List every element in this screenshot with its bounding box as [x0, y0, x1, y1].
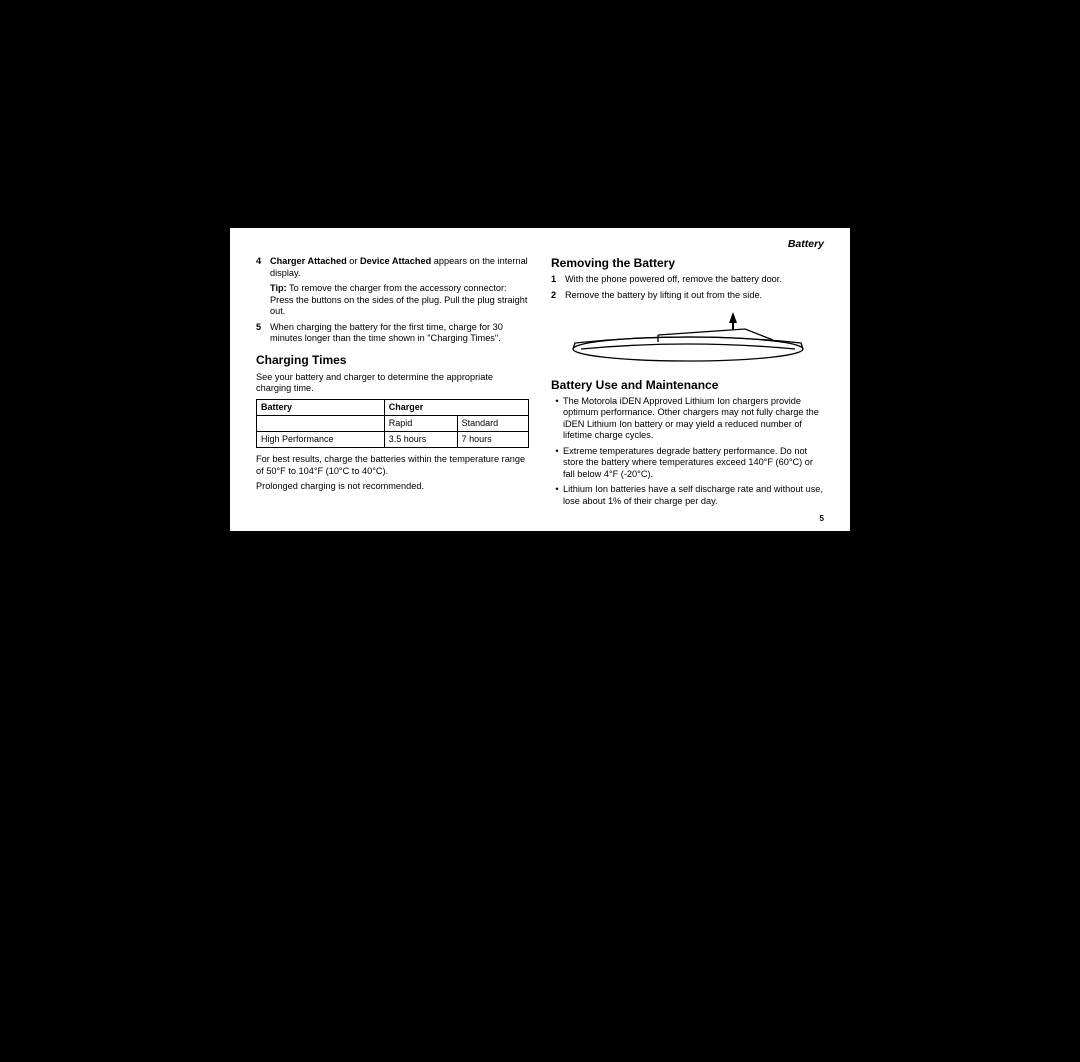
step-text: With the phone powered off, remove the b… [565, 274, 824, 286]
step-number: 5 [256, 322, 270, 345]
bullet-text: Extreme temperatures degrade battery per… [563, 446, 824, 481]
bullet-item: • Lithium Ion batteries have a self disc… [551, 484, 824, 507]
heading-charging-times: Charging Times [256, 353, 529, 368]
heading-removing-battery: Removing the Battery [551, 256, 824, 271]
bullet-item: • The Motorola iDEN Approved Lithium Ion… [551, 396, 824, 442]
tip-block: Tip: To remove the charger from the acce… [270, 283, 529, 318]
prolonged-note: Prolonged charging is not recommended. [256, 481, 529, 493]
cell: 7 hours [457, 432, 528, 448]
remove-step-2: 2 Remove the battery by lifting it out f… [551, 290, 824, 302]
battery-removal-illustration [551, 309, 824, 368]
section-header: Battery [256, 238, 824, 250]
tip-label: Tip: [270, 283, 287, 293]
table-row: Rapid Standard [257, 415, 529, 431]
step-text: When charging the battery for the first … [270, 322, 529, 345]
bullet-item: • Extreme temperatures degrade battery p… [551, 446, 824, 481]
charging-table: Battery Charger Rapid Standard High Perf… [256, 399, 529, 449]
bold-text: Charger Attached [270, 256, 347, 266]
bold-text: Device Attached [360, 256, 431, 266]
step-4: 4 Charger Attached or Device Attached ap… [256, 256, 529, 279]
bullet-text: Lithium Ion batteries have a self discha… [563, 484, 824, 507]
remove-step-1: 1 With the phone powered off, remove the… [551, 274, 824, 286]
charging-intro: See your battery and charger to determin… [256, 372, 529, 395]
cell: Standard [457, 415, 528, 431]
text: or [347, 256, 360, 266]
right-column: Removing the Battery 1 With the phone po… [551, 256, 824, 511]
bullet-mark: • [551, 484, 563, 507]
table-header-row: Battery Charger [257, 399, 529, 415]
table-row: High Performance 3.5 hours 7 hours [257, 432, 529, 448]
page-number: 5 [820, 514, 824, 523]
step-number: 2 [551, 290, 565, 302]
bullet-mark: • [551, 396, 563, 442]
th-battery: Battery [257, 399, 385, 415]
bullet-mark: • [551, 446, 563, 481]
cell: Rapid [384, 415, 457, 431]
cell: High Performance [257, 432, 385, 448]
left-column: 4 Charger Attached or Device Attached ap… [256, 256, 529, 511]
heading-battery-maintenance: Battery Use and Maintenance [551, 378, 824, 393]
cell [257, 415, 385, 431]
step-5: 5 When charging the battery for the firs… [256, 322, 529, 345]
two-column-layout: 4 Charger Attached or Device Attached ap… [256, 256, 824, 511]
step-text: Charger Attached or Device Attached appe… [270, 256, 529, 279]
step-number: 1 [551, 274, 565, 286]
bullet-text: The Motorola iDEN Approved Lithium Ion c… [563, 396, 824, 442]
phone-side-icon [563, 309, 813, 364]
document-page: Battery 4 Charger Attached or Device Att… [230, 228, 850, 531]
th-charger: Charger [384, 399, 528, 415]
step-number: 4 [256, 256, 270, 279]
temp-note: For best results, charge the batteries w… [256, 454, 529, 477]
cell: 3.5 hours [384, 432, 457, 448]
tip-text: To remove the charger from the accessory… [270, 283, 527, 316]
step-text: Remove the battery by lifting it out fro… [565, 290, 824, 302]
